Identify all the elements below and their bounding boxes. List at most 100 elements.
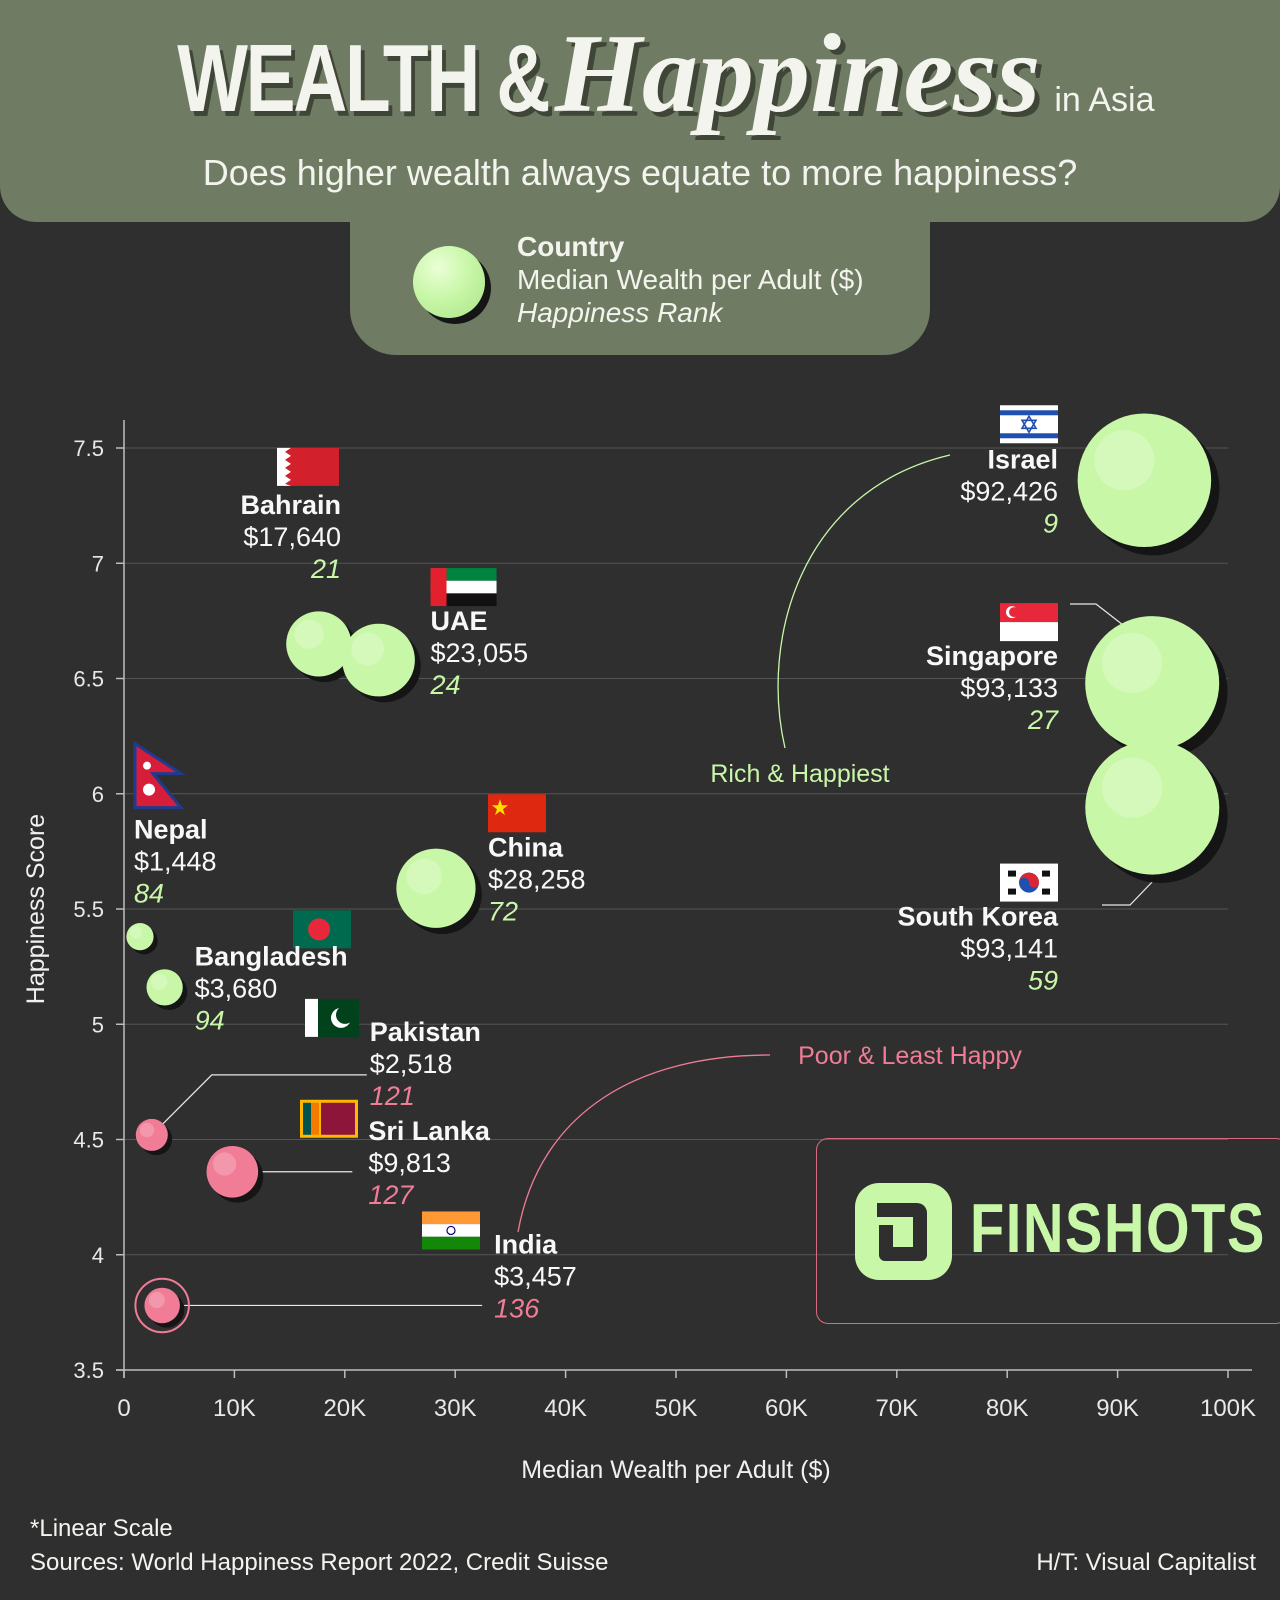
label-wealth: $92,426 [960, 476, 1058, 506]
bubble-sri-lanka [206, 1145, 259, 1198]
flag-part [143, 761, 151, 770]
flag-part [321, 1102, 355, 1135]
china-flag-icon [487, 794, 546, 833]
bubble-singapore [1085, 616, 1220, 751]
bubble-highlight [1094, 430, 1155, 491]
flag-part [1008, 888, 1016, 895]
bubble-highlight [294, 619, 324, 649]
y-tick-label: 5.5 [73, 897, 104, 922]
subtitle: Does higher wealth always equate to more… [202, 152, 1078, 193]
flag-part [430, 593, 497, 607]
flag-part [143, 783, 155, 796]
label-wealth: $93,141 [960, 934, 1058, 964]
flag-part [303, 1102, 311, 1135]
srilanka-flag-icon [300, 1099, 358, 1138]
bubble-highlight [148, 1292, 165, 1309]
label-wealth: $3,457 [494, 1261, 577, 1291]
label-wealth: $2,518 [370, 1049, 453, 1079]
uae-flag-icon [430, 568, 497, 607]
korea-flag-icon [1000, 863, 1058, 902]
finshots-logo-icon [855, 1183, 952, 1280]
label-rank: 127 [368, 1180, 414, 1210]
bubble-ring [134, 1277, 190, 1334]
bubble-nepal [126, 923, 154, 951]
bubble-highlight [1102, 757, 1163, 818]
bubble-bahrain [286, 611, 352, 677]
legend-line-rank: Happiness Rank [517, 297, 723, 328]
flag-part [422, 1236, 480, 1250]
label-country: Bangladesh [195, 941, 348, 971]
axes: 3.5 4 4.5 5 5.5 6 6.5 7 7.5 0 10K 20K 30K 40K 50K 60K 70… [22, 420, 1256, 1484]
label-rank: 72 [488, 896, 518, 926]
flag-part [1000, 622, 1058, 642]
bubble-highlight [129, 926, 143, 939]
flag-part [487, 794, 546, 833]
bubbles [126, 413, 1228, 1334]
label-wealth: $28,258 [488, 864, 586, 894]
y-tick-label: 5 [92, 1012, 104, 1037]
label-rank: 24 [430, 670, 461, 700]
flag-part [446, 1225, 456, 1236]
label-country: UAE [431, 606, 488, 636]
flag-part [1042, 870, 1050, 877]
label-country: South Korea [897, 902, 1058, 932]
x-tick-label: 30K [434, 1395, 477, 1422]
x-tick-label: 100K [1200, 1395, 1256, 1422]
bahrain-flag-icon [277, 447, 339, 486]
bubble-highlight [351, 632, 384, 666]
y-tick-label: 3.5 [73, 1358, 104, 1383]
x-tick-label: 20K [323, 1395, 366, 1422]
pakistan-flag-icon [305, 998, 359, 1037]
label-wealth: $17,640 [243, 522, 341, 552]
y-tick-label: 4.5 [73, 1128, 104, 1153]
label-wealth: $23,055 [431, 638, 529, 668]
label-country: Bahrain [240, 490, 341, 520]
label-rank: 121 [370, 1081, 415, 1111]
flag-part [336, 1005, 354, 1024]
y-tick-label: 7 [92, 551, 104, 576]
label-rank: 59 [1028, 966, 1058, 996]
label-country: Pakistan [370, 1017, 481, 1047]
flag-part [430, 568, 497, 581]
label-rank: 84 [134, 879, 164, 909]
x-tick-label: 50K [655, 1395, 698, 1422]
israel-flag-icon [1000, 405, 1058, 444]
flag-part [277, 447, 291, 486]
label-wealth: $93,133 [960, 673, 1058, 703]
logo-frame [816, 1138, 1280, 1324]
bangladesh-flag-icon [293, 910, 351, 949]
india-flag-icon [422, 1211, 480, 1250]
flag-part [1019, 872, 1039, 888]
flags [133, 405, 1058, 1250]
flag-part [1000, 433, 1058, 439]
label-country: Nepal [134, 815, 208, 845]
x-tick-label: 90K [1096, 1395, 1139, 1422]
label-rank: 9 [1043, 508, 1058, 538]
annotation-poor-curve [517, 1054, 771, 1233]
bubble-highlight [151, 973, 168, 991]
x-tick-label: 70K [875, 1395, 918, 1422]
annotation-rich-happiest: Rich & Happiest [710, 760, 889, 788]
leader-pakistan [159, 1074, 367, 1128]
annotation-poor-least-happy: Poor & Least Happy [798, 1042, 1022, 1070]
x-tick-label: 0 [117, 1395, 130, 1422]
legend-line-country: Country [517, 231, 625, 262]
flag-part [430, 580, 497, 594]
annotation-rich-curve [777, 454, 951, 749]
label-wealth: $3,680 [195, 973, 278, 1003]
label-wealth: $1,448 [134, 847, 217, 877]
label-country: India [494, 1229, 558, 1259]
label-rank: 21 [310, 554, 341, 584]
bubble-india [144, 1287, 180, 1324]
bubble-south-korea [1085, 740, 1220, 875]
flag-part [422, 1224, 480, 1237]
flag-part [308, 918, 331, 941]
y-axis-label: Happiness Score [22, 814, 50, 1004]
bubble-highlight [406, 858, 442, 895]
nepal-flag-icon [133, 740, 187, 810]
header-band: WEALTH &Happiness in Asia Does higher wea… [0, 0, 1280, 222]
footnote-linear-scale: *Linear Scale [30, 1515, 173, 1542]
x-tick-label: 40K [544, 1395, 587, 1422]
page-title: WEALTH &Happiness in Asia [0, 10, 1280, 139]
